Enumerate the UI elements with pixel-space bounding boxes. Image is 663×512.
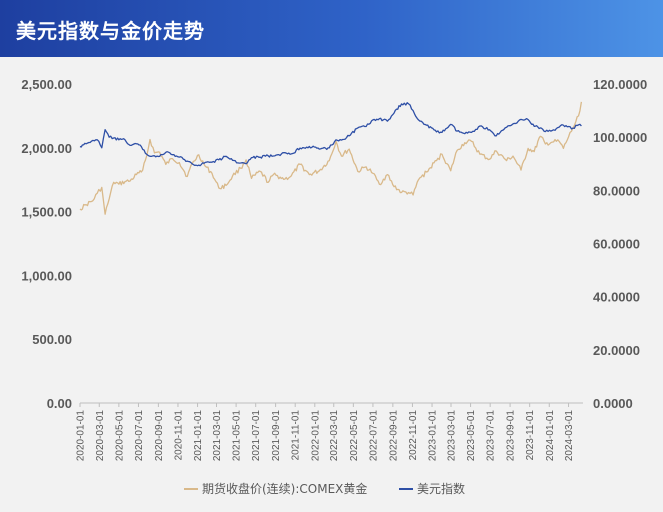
left-tick-label: 2,500.00	[21, 77, 72, 92]
x-tick-label: 2023-03-01	[446, 410, 457, 462]
x-tick-label: 2022-01-01	[310, 410, 321, 462]
series-lines	[79, 101, 583, 215]
x-tick-label: 2021-05-01	[232, 410, 243, 462]
x-tick-label: 2022-11-01	[408, 410, 419, 461]
x-tick-label: 2024-01-01	[545, 410, 556, 462]
x-tick-label: 2022-09-01	[388, 410, 399, 462]
x-tick-label: 2022-03-01	[329, 410, 340, 462]
x-tick-label: 2020-03-01	[95, 410, 106, 462]
right-axis: 120.0000 100.0000 80.0000 60.0000 40.0000 20.…	[593, 77, 647, 411]
legend: 期货收盘价(连续):COMEX黄金 美元指数	[184, 481, 465, 496]
x-tick-label: 2020-05-01	[114, 410, 125, 462]
left-tick-label: 500.00	[32, 332, 72, 347]
x-tick-label: 2021-07-01	[251, 410, 262, 462]
chart-title: 美元指数与金价走势	[16, 19, 205, 43]
left-tick-label: 1,000.00	[21, 268, 72, 283]
right-tick-label: 20.0000	[593, 343, 640, 358]
x-tick-label: 2022-07-01	[368, 410, 379, 462]
x-tick-label: 2021-11-01	[291, 410, 302, 461]
left-axis: 2,500.00 2,000.00 1,500.00 1,000.00 500.00 0.…	[21, 77, 72, 411]
chart-header: 美元指数与金价走势	[0, 0, 663, 57]
right-tick-label: 0.0000	[593, 396, 633, 411]
x-tick-label: 2020-09-01	[154, 410, 165, 462]
right-tick-label: 80.0000	[593, 183, 640, 198]
x-tick-label: 2023-11-01	[525, 410, 536, 461]
gold-price-line	[79, 101, 583, 215]
x-tick-label: 2023-09-01	[506, 410, 517, 462]
x-tick-label: 2020-07-01	[134, 410, 145, 462]
x-tick-label: 2021-03-01	[212, 410, 223, 462]
x-tick-label: 2020-01-01	[76, 410, 87, 462]
legend-label-dollar: 美元指数	[417, 481, 465, 496]
left-tick-label: 1,500.00	[21, 205, 72, 220]
right-tick-label: 60.0000	[593, 237, 640, 252]
x-tick-label: 2024-03-01	[564, 410, 575, 462]
x-tick-label: 2023-05-01	[466, 410, 477, 462]
right-tick-label: 40.0000	[593, 290, 640, 305]
right-tick-label: 120.0000	[593, 77, 647, 92]
x-tick-label: 2022-05-01	[349, 410, 360, 462]
dual-axis-line-chart: 2,500.00 2,000.00 1,500.00 1,000.00 500.00 0.…	[21, 77, 647, 496]
left-tick-label: 2,000.00	[21, 141, 72, 156]
x-tick-label: 2023-07-01	[486, 410, 497, 462]
x-tick-label: 2023-01-01	[428, 410, 439, 462]
x-tick-label: 2021-09-01	[271, 410, 282, 462]
x-tick-label: 2020-11-01	[173, 410, 184, 461]
legend-label-gold: 期货收盘价(连续):COMEX黄金	[202, 481, 367, 496]
dollar-index-line	[79, 102, 582, 167]
x-tick-label: 2021-01-01	[193, 410, 204, 462]
left-tick-label: 0.00	[47, 396, 72, 411]
x-axis: 2020-01-01 2020-03-01 2020-05-01 2020-07-01…	[76, 402, 583, 462]
right-tick-label: 100.0000	[593, 130, 647, 145]
